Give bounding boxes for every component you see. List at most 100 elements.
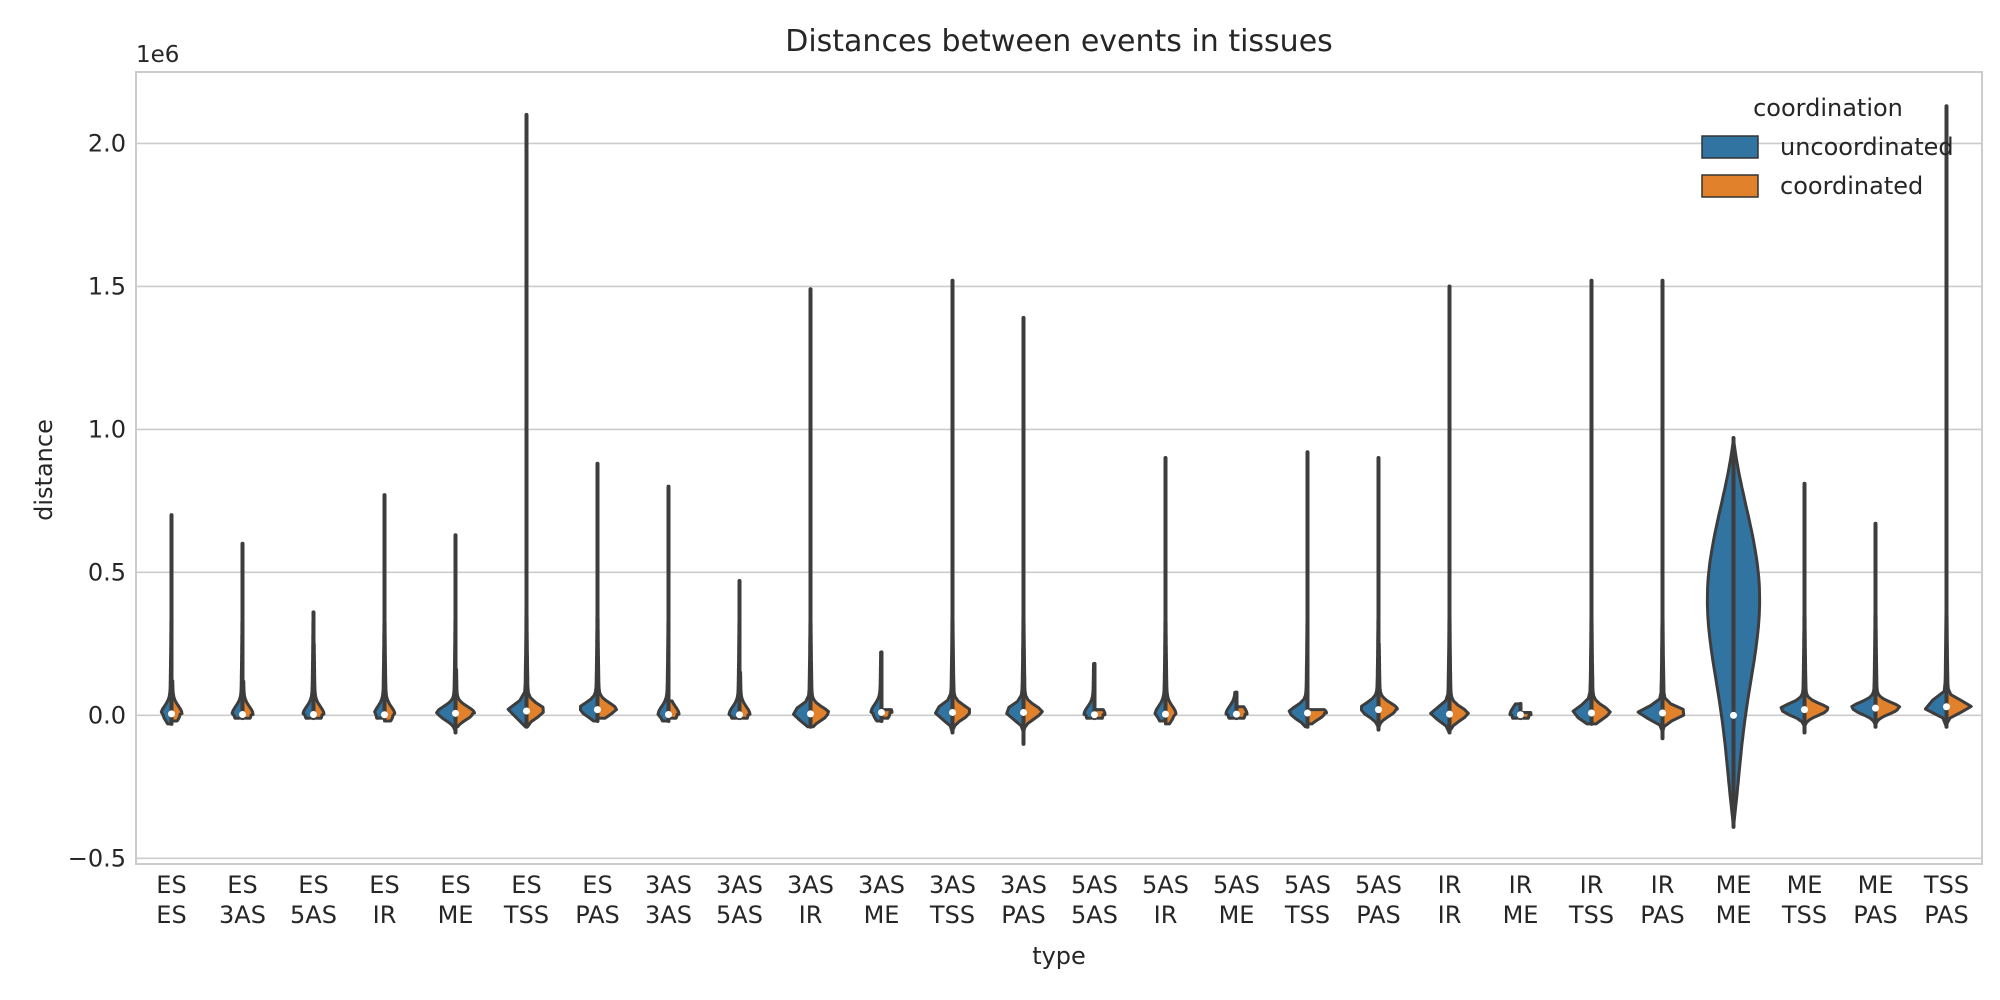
x-tick-label: ES 3AS: [219, 871, 266, 929]
violin-median-point: [1730, 711, 1737, 719]
violin-median-point: [665, 710, 672, 718]
violin-median-point: [168, 710, 175, 718]
violin-5AS-TSS: [1287, 450, 1328, 729]
violin-IR-TSS: [1571, 278, 1612, 726]
y-tick-label: 1.5: [88, 272, 126, 300]
violin-median-point: [1162, 710, 1169, 718]
violin-ES-ES: [159, 513, 184, 726]
x-tick-label: 5AS IR: [1142, 871, 1189, 929]
violin-median-point: [1091, 711, 1098, 719]
violin-median-point: [736, 711, 743, 719]
violin-half-uncoordinated: [1705, 436, 1735, 829]
violin-median-point: [878, 708, 885, 716]
violin-ES-ME: [435, 533, 476, 735]
x-tick-label: 5AS 5AS: [1071, 871, 1118, 929]
violin-3AS-3AS: [656, 484, 681, 724]
violin-3AS-IR: [792, 287, 830, 729]
violin-5AS-IR: [1153, 455, 1178, 726]
x-tick-labels: ES ES ES 3AS ES 5AS ES IR ES ME ES TSS ES PAS 3AS 3AS 3A…: [156, 871, 1969, 929]
violin-median-point: [1020, 708, 1027, 716]
violin-median-point: [452, 709, 459, 717]
y-tick-label: 0.0: [88, 701, 126, 729]
violin-ES-PAS: [579, 461, 618, 724]
x-tick-label: ME ME: [1716, 871, 1752, 929]
y-tick-labels: −0.5 0.0 0.5 1.0 1.5 2.0: [68, 129, 126, 872]
violin-median-point: [1801, 706, 1808, 714]
x-tick-label: ES ES: [156, 871, 186, 929]
x-tick-label: 3AS TSS: [929, 871, 976, 929]
violin-median-point: [594, 706, 601, 714]
x-tick-label: 3AS ME: [858, 871, 905, 929]
x-tick-label: 5AS ME: [1213, 871, 1260, 929]
violin-ES-IR: [373, 493, 397, 723]
violin-IR-IR: [1429, 284, 1470, 735]
x-tick-label: ES ME: [438, 871, 474, 929]
violin-median-point: [1375, 706, 1382, 714]
legend-label-coordinated: coordinated: [1780, 172, 1923, 200]
y-tick-label: −0.5: [68, 844, 126, 872]
violin-ES-TSS: [506, 112, 545, 729]
violin-5AS-ME: [1224, 690, 1249, 721]
y-tick-label: 0.5: [88, 558, 126, 586]
violin-3AS-PAS: [1005, 315, 1044, 746]
violin-5AS-PAS: [1360, 455, 1399, 732]
x-tick-label: IR ME: [1503, 871, 1539, 929]
violin-IR-PAS: [1636, 278, 1686, 741]
violin-median-point: [1446, 710, 1453, 718]
violin-TSS-PAS: [1923, 104, 1973, 729]
x-axis-label: type: [1032, 942, 1086, 970]
legend: coordination uncoordinated coordinated: [1701, 94, 1954, 200]
plot-frame: [135, 71, 1983, 865]
y-axis-label: distance: [30, 419, 58, 521]
x-tick-label: ES IR: [369, 871, 399, 929]
violin-median-point: [381, 711, 388, 719]
x-tick-label: ES TSS: [503, 871, 549, 929]
violin-5AS-5AS: [1082, 661, 1107, 721]
legend-label-uncoordinated: uncoordinated: [1780, 133, 1954, 161]
violin-3AS-ME: [869, 650, 894, 724]
x-tick-label: TSS PAS: [1923, 871, 1969, 929]
violin-ME-PAS: [1850, 521, 1902, 729]
violin-median-point: [807, 710, 814, 718]
x-tick-label: ES 5AS: [290, 871, 337, 929]
x-tick-label: IR IR: [1438, 871, 1462, 929]
violin-median-point: [1304, 709, 1311, 717]
x-tick-label: ME TSS: [1781, 871, 1827, 929]
violin-IR-ME: [1508, 701, 1533, 721]
violin-ME-TSS: [1779, 481, 1830, 735]
violin-median-point: [310, 710, 317, 718]
y-tick-label: 1.0: [88, 415, 126, 443]
x-tick-label: 5AS TSS: [1284, 871, 1331, 929]
violin-median-point: [1588, 709, 1595, 717]
violin-median-point: [239, 710, 246, 718]
y-tick-label: 2.0: [88, 129, 126, 157]
x-tick-label: IR PAS: [1640, 871, 1685, 929]
x-tick-label: ES PAS: [575, 871, 620, 929]
violin-median-point: [1872, 704, 1879, 712]
violin-median-point: [949, 708, 956, 716]
legend-swatch-coordinated: [1701, 174, 1759, 198]
violin-3AS-5AS: [727, 578, 752, 721]
violin-median-point: [1659, 709, 1666, 717]
violin-ES-3AS: [230, 541, 255, 721]
violin-median-point: [1943, 703, 1950, 711]
x-tick-label: 5AS PAS: [1355, 871, 1402, 929]
x-tick-label: 3AS PAS: [1000, 871, 1047, 929]
violin-median-point: [523, 707, 530, 715]
violin-half-uncoordinated: [1732, 436, 1762, 829]
violin-median-point: [1233, 710, 1240, 718]
violin-half-uncoordinated: [1224, 690, 1238, 720]
x-tick-label: 3AS 5AS: [716, 871, 763, 929]
violin-ME-ME: [1705, 435, 1762, 829]
violins: [159, 104, 1973, 829]
chart-title: Distances between events in tissues: [785, 24, 1333, 59]
violin-half-coordinated: [1306, 708, 1328, 726]
legend-swatch-uncoordinated: [1701, 135, 1759, 159]
violin-median-point: [1517, 711, 1524, 719]
violin-3AS-TSS: [934, 278, 971, 735]
legend-title: coordination: [1753, 94, 1903, 122]
x-tick-label: ME PAS: [1853, 871, 1898, 929]
y-scale-label: 1e6: [136, 42, 179, 68]
